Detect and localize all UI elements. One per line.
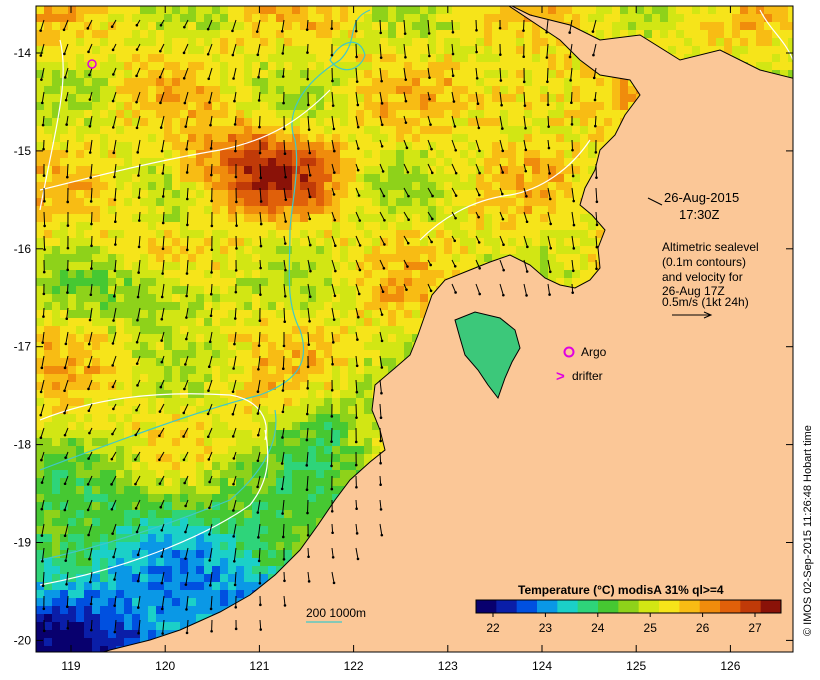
lat-tick-label: -18 <box>14 438 32 452</box>
plot-frame <box>35 5 794 653</box>
info-line-4: 26-Aug 17Z <box>662 284 725 298</box>
info-line-2: (0.1m contours) <box>662 255 746 269</box>
colorbar-title: Temperature (°C) modisA 31% ql>=4 <box>518 583 724 597</box>
lat-tick-label: -14 <box>14 46 32 60</box>
lon-tick-label: 123 <box>438 659 458 673</box>
info-line-1: Altimetric sealevel <box>662 240 759 254</box>
argo-float-marker <box>87 59 97 69</box>
lon-tick-label: 120 <box>155 659 175 673</box>
colorbar-ticks: 22 23 24 25 26 27 <box>486 613 762 635</box>
colorbar-tick-label: 22 <box>486 621 500 635</box>
lon-tick-label: 126 <box>720 659 740 673</box>
lon-tick-label: 121 <box>249 659 269 673</box>
lat-tick-label: -20 <box>14 633 32 647</box>
depth-legend-label: 200 1000m <box>306 606 366 620</box>
lon-axis: 119 120 121 122 123 124 125 126 <box>61 6 741 673</box>
island <box>454 311 521 400</box>
colorbar <box>475 599 782 614</box>
lat-tick-label: -15 <box>14 144 32 158</box>
lon-tick-label: 122 <box>344 659 364 673</box>
info-line-5: 0.5m/s (1kt 24h) <box>662 295 749 309</box>
lon-tick-label: 119 <box>61 659 80 673</box>
colorbar-tick-label: 24 <box>591 621 605 635</box>
credit-text: © IMOS 02-Sep-2015 11:26:48 Hobart time <box>802 425 814 636</box>
datetime-line2: 17:30Z <box>679 207 720 222</box>
argo-legend-label: Argo <box>581 345 607 359</box>
drifter-legend-icon: > <box>556 368 565 385</box>
colorbar-tick-label: 25 <box>644 621 658 635</box>
land-mass <box>101 6 793 652</box>
lat-tick-label: -19 <box>14 536 32 550</box>
lat-tick-label: -17 <box>14 340 32 354</box>
scale-arrow <box>672 311 713 319</box>
argo-legend-icon <box>563 346 575 358</box>
lat-axis: -14 -15 -16 -17 -18 -19 -20 <box>14 46 793 647</box>
colorbar-tick-label: 26 <box>696 621 710 635</box>
colorbar-tick-label: 27 <box>748 621 762 635</box>
velocity-arrows <box>39 19 599 635</box>
lon-tick-label: 125 <box>626 659 646 673</box>
drifter-legend-label: drifter <box>572 369 603 383</box>
lat-tick-label: -16 <box>14 242 32 256</box>
colorbar-tick-label: 23 <box>539 621 553 635</box>
lon-tick-label: 124 <box>532 659 552 673</box>
datetime-line1: 26-Aug-2015 <box>664 190 739 205</box>
info-line-3: and velocity for <box>662 270 743 284</box>
datetime-leader-line <box>647 197 663 206</box>
